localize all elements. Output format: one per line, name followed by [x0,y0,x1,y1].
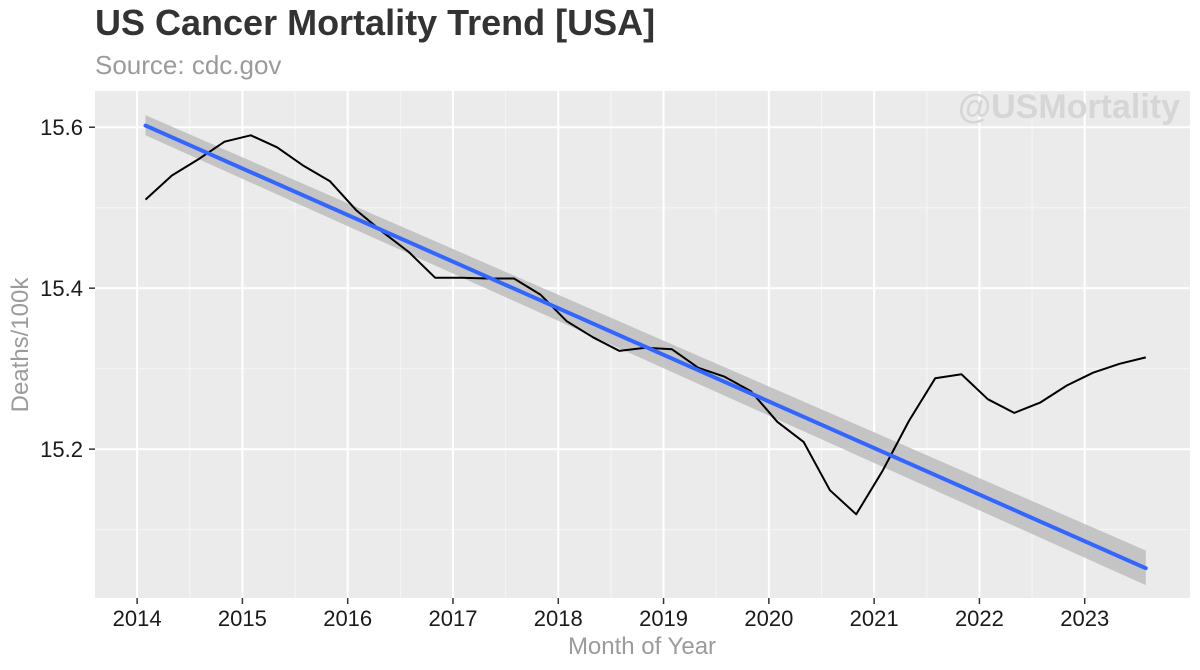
watermark: @USMortality [958,88,1180,126]
y-tick-label: 15.4 [40,276,83,301]
x-tick-label: 2022 [955,606,1004,631]
x-tick-label: 2017 [429,606,478,631]
y-tick-label: 15.2 [40,437,83,462]
x-tick-label: 2019 [639,606,688,631]
x-tick-label: 2016 [323,606,372,631]
y-axis-label: Deaths/100k [7,277,34,413]
x-tick-label: 2023 [1060,606,1109,631]
chart: @USMortality 2014 2015 2016 2017 2018 2019 202… [0,0,1200,670]
x-tick-label: 2018 [534,606,583,631]
x-axis-label: Month of Year [568,633,716,660]
x-tick-label: 2020 [744,606,793,631]
x-tick-label: 2021 [850,606,899,631]
x-tick-label: 2014 [113,606,162,631]
x-tick-label: 2015 [218,606,267,631]
y-tick-label: 15.6 [40,115,83,140]
